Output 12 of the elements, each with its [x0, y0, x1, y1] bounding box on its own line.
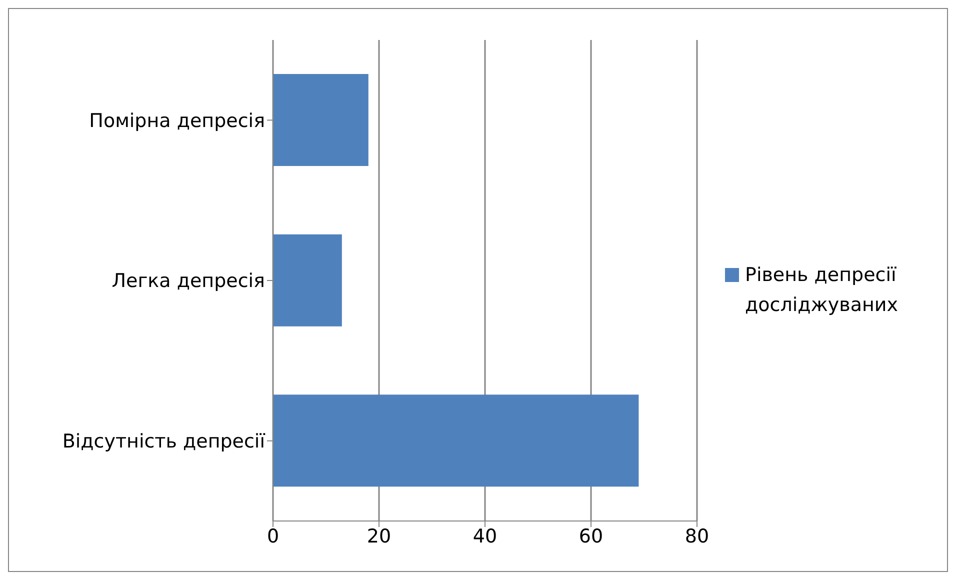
x-tick-label: 40 [472, 525, 498, 548]
bar [273, 394, 639, 487]
y-tick-label: Легка депресія [112, 270, 265, 292]
bar [273, 74, 368, 166]
x-tick-label: 0 [266, 525, 280, 548]
y-tick-label: Помірна депресія [89, 110, 265, 132]
bar [273, 234, 342, 326]
legend-label: Рівень депресії досліджуваних [745, 263, 899, 318]
x-tick-label: 60 [578, 525, 604, 548]
x-tick-label: 80 [684, 525, 710, 548]
x-tick-label: 20 [366, 525, 392, 548]
y-tick-label: Відсутність депресії [62, 430, 266, 453]
